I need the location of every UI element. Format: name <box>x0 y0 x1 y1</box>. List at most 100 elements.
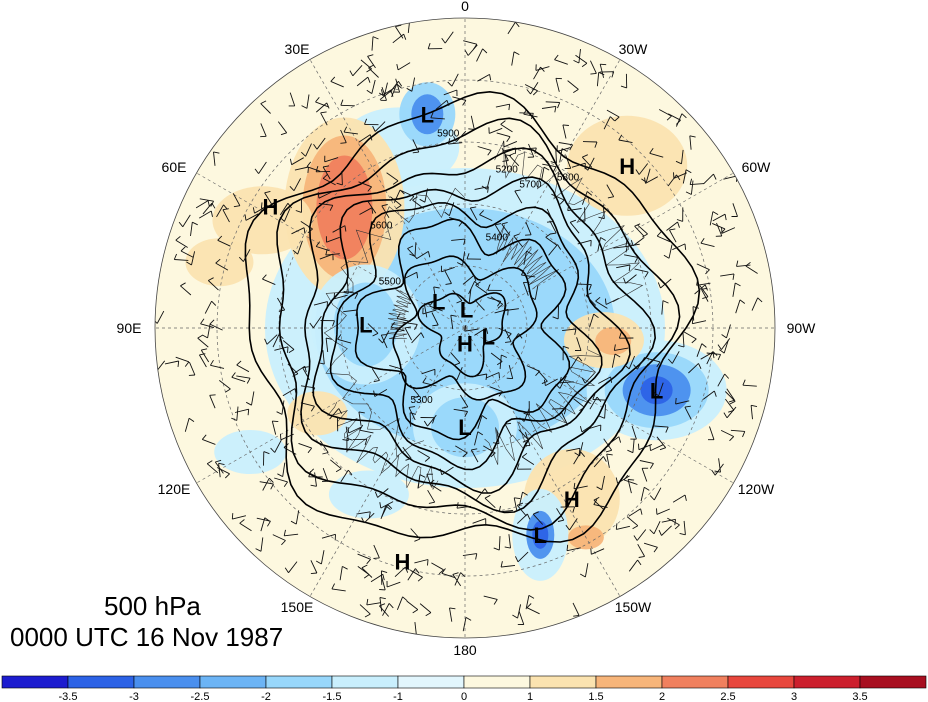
wind-barb-flag <box>294 388 297 395</box>
wind-barb <box>456 130 467 142</box>
wind-barb-flag <box>452 572 459 575</box>
wind-barb-flag <box>579 219 586 222</box>
wind-barb <box>720 429 734 437</box>
wind-barb-flag <box>278 334 284 340</box>
wind-barb-flag <box>260 202 263 209</box>
wind-barb-flag <box>173 253 178 260</box>
wind-barb-flag <box>605 449 612 453</box>
wind-barb <box>431 562 444 571</box>
wind-barb-flag <box>522 439 529 443</box>
wind-barb <box>427 414 437 427</box>
wind-barb-flag <box>462 100 467 106</box>
anomaly-blob <box>640 376 673 405</box>
high-center-label: H <box>457 332 473 357</box>
wind-barb-flag <box>526 603 532 609</box>
wind-barb <box>578 49 581 64</box>
wind-barb-flag <box>329 205 334 211</box>
wind-barb <box>367 56 376 69</box>
wind-barb <box>484 497 496 509</box>
wind-barb <box>389 364 403 370</box>
wind-barb <box>587 157 595 171</box>
wind-barb-flag <box>512 614 518 619</box>
wind-barb <box>667 517 680 526</box>
wind-barb <box>316 102 328 113</box>
wind-barb-flag <box>757 297 763 303</box>
wind-barb <box>518 492 523 506</box>
wind-barb-flag <box>337 416 344 420</box>
wind-barb <box>175 239 188 248</box>
wind-barb <box>599 64 605 78</box>
wind-barb <box>236 375 251 379</box>
wind-barb <box>606 184 615 197</box>
wind-barb-flag <box>684 405 691 408</box>
wind-barb <box>291 227 305 235</box>
wind-barb <box>300 385 315 389</box>
wind-barb-flag <box>501 354 507 358</box>
height-contour <box>329 202 603 471</box>
wind-barb-flag <box>276 411 283 415</box>
height-contours <box>244 90 701 543</box>
wind-barb <box>508 364 514 379</box>
wind-barb-flag <box>504 304 507 311</box>
wind-barb <box>216 204 224 218</box>
wind-barb-flag <box>387 504 393 510</box>
wind-barb-flag <box>427 251 431 258</box>
wind-barb <box>358 181 372 188</box>
wind-barb <box>726 324 731 339</box>
wind-barb <box>460 394 469 408</box>
colorbar-segment <box>793 675 861 689</box>
wind-barb-flag <box>489 74 492 81</box>
wind-barb <box>517 604 522 619</box>
wind-barb-flag <box>523 412 530 416</box>
wind-barb-flag <box>381 334 388 336</box>
wind-barb-flag <box>244 214 247 221</box>
wind-barb <box>258 161 267 174</box>
wind-barb <box>389 81 399 93</box>
wind-barb-flag <box>724 373 730 379</box>
wind-barb <box>638 163 649 175</box>
wind-barb-flag <box>201 434 207 440</box>
wind-barb-flag <box>508 104 511 111</box>
wind-barb <box>528 143 535 158</box>
wind-barb-flag <box>315 560 322 565</box>
wind-barb <box>324 157 339 163</box>
wind-barb <box>291 157 304 166</box>
wind-barb <box>632 237 645 247</box>
wind-barb <box>306 94 310 109</box>
wind-barb-flag <box>409 196 415 202</box>
wind-barb <box>489 127 503 134</box>
wind-barb-flag <box>218 462 225 466</box>
wind-barb-flag <box>666 115 672 121</box>
wind-barb <box>414 622 417 637</box>
wind-barb <box>395 78 401 93</box>
low-center-label: L <box>650 378 663 403</box>
wind-barb-flag <box>712 351 718 356</box>
wind-barb <box>660 278 672 289</box>
wind-barb-flag <box>283 529 286 536</box>
wind-barb <box>357 553 371 560</box>
anomaly-blob <box>333 282 398 367</box>
wind-barb-flag <box>468 128 475 130</box>
wind-barb <box>516 505 527 517</box>
wind-barb <box>572 602 580 616</box>
wind-barb <box>661 525 672 536</box>
wind-barb-flag <box>552 166 557 173</box>
wind-barb-flag <box>614 116 620 122</box>
wind-barb-flag <box>330 76 336 82</box>
wind-barb-flag <box>390 321 395 328</box>
wind-barb <box>356 76 369 87</box>
wind-barb <box>525 221 532 235</box>
wind-barb-flag <box>367 186 372 192</box>
wind-barb <box>723 175 738 180</box>
wind-barb-flag <box>197 334 204 339</box>
wind-barb-flag <box>399 189 405 195</box>
wind-barb-flag <box>523 108 528 115</box>
wind-barb <box>634 225 645 237</box>
wind-barb <box>407 568 416 581</box>
wind-barb-flag <box>202 334 208 339</box>
wind-barb <box>315 101 329 108</box>
wind-barb <box>603 438 613 451</box>
wind-barb <box>373 544 380 559</box>
wind-barb-flag <box>438 569 444 575</box>
wind-barb-flag <box>593 499 598 505</box>
